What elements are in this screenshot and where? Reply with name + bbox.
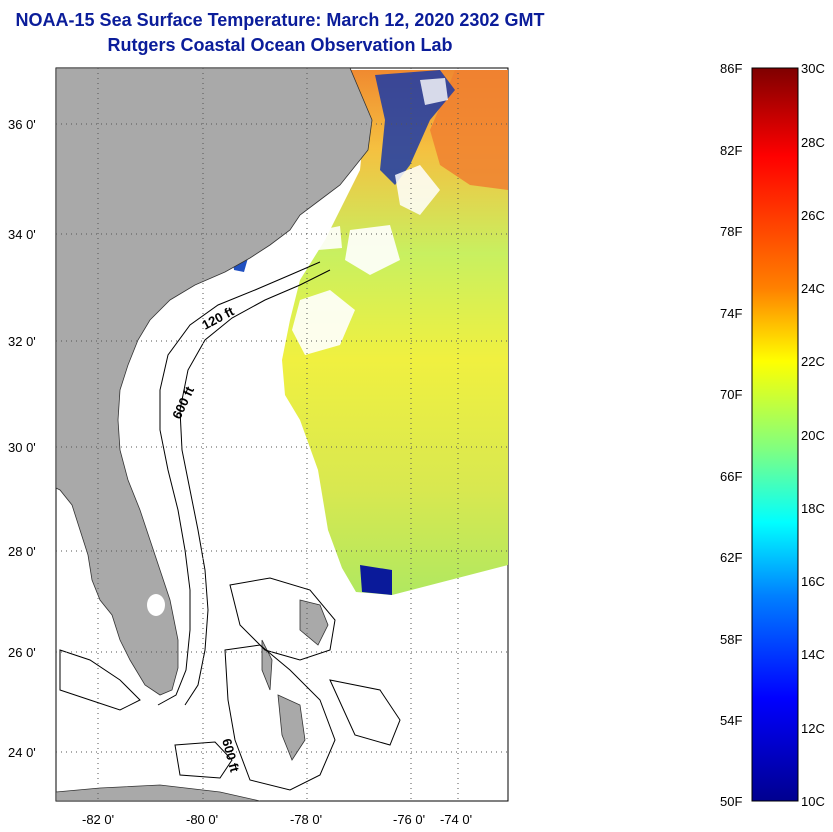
bahamas-island <box>261 639 273 691</box>
cloud-mask <box>292 290 355 355</box>
contour-bahamas <box>229 577 336 661</box>
colorbar-f-label: 86F <box>720 61 742 76</box>
colorbar-c-label: 20C <box>801 428 825 443</box>
map-title: NOAA-15 Sea Surface Temperature: March 1… <box>15 10 545 30</box>
colorbar-c-label: 14C <box>801 647 825 662</box>
cloud-mask <box>345 225 400 275</box>
map-subtitle: Rutgers Coastal Ocean Observation Lab <box>107 35 453 55</box>
colorbar-f-label: 66F <box>720 469 742 484</box>
florida-coastline <box>56 68 373 696</box>
warm-region <box>430 70 508 190</box>
colorbar-c-label: 28C <box>801 135 825 150</box>
colorbar-c-label: 16C <box>801 574 825 589</box>
cold-patch <box>360 565 392 595</box>
colorbar-f-scale: 86F 82F 78F 74F 70F 66F 62F 58F 54F 50F <box>720 61 742 809</box>
lat-tick-label: 32 0' <box>8 334 36 349</box>
colorbar-f-label: 50F <box>720 794 742 809</box>
colorbar-c-label: 18C <box>801 501 825 516</box>
colorbar-c-scale: 30C 28C 26C 24C 22C 20C 18C 16C 14C 12C … <box>801 61 825 809</box>
lon-axis: -82 0' -80 0' -78 0' -76 0' -74 0' <box>82 812 472 827</box>
colorbar-c-label: 10C <box>801 794 825 809</box>
lon-tick-label: -82 0' <box>82 812 114 827</box>
contour-keys <box>59 649 141 711</box>
cloud-mask <box>420 78 448 105</box>
lon-tick-label: -80 0' <box>186 812 218 827</box>
colorbar-f-label: 78F <box>720 224 742 239</box>
contour-600ft <box>179 269 331 706</box>
sst-swath <box>282 70 508 595</box>
lon-tick-label: -78 0' <box>290 812 322 827</box>
lat-tick-label: 36 0' <box>8 117 36 132</box>
lat-tick-label: 24 0' <box>8 745 36 760</box>
contour-bahamas <box>224 644 336 791</box>
lake-okeechobee <box>147 594 165 616</box>
colorbar-c-label: 30C <box>801 61 825 76</box>
contour-bahamas <box>174 741 233 779</box>
colorbar-f-label: 62F <box>720 550 742 565</box>
colorbar-f-label: 58F <box>720 632 742 647</box>
colorbar-c-label: 12C <box>801 721 825 736</box>
colorbar-c-label: 24C <box>801 281 825 296</box>
colorbar-f-label: 74F <box>720 306 742 321</box>
cloud-mask <box>395 165 440 215</box>
lon-tick-label: -76 0' <box>393 812 425 827</box>
colorbar-c-label: 22C <box>801 354 825 369</box>
colorbar-f-label: 70F <box>720 387 742 402</box>
cloud-mask <box>318 226 342 250</box>
bahamas-island <box>277 694 306 761</box>
lat-tick-label: 30 0' <box>8 440 36 455</box>
lat-tick-label: 28 0' <box>8 544 36 559</box>
contour-120ft <box>157 261 321 706</box>
colorbar <box>751 67 799 802</box>
colorbar-f-label: 54F <box>720 713 742 728</box>
graticule <box>56 68 508 801</box>
cuba-coastline <box>56 784 261 801</box>
contour-bahamas <box>329 679 401 746</box>
lon-tick-label: -74 0' <box>440 812 472 827</box>
colorbar-f-label: 82F <box>720 143 742 158</box>
lat-tick-label: 34 0' <box>8 227 36 242</box>
lat-axis: 36 0' 34 0' 32 0' 30 0' 28 0' 26 0' 24 0… <box>8 117 36 760</box>
lat-tick-label: 26 0' <box>8 645 36 660</box>
colorbar-c-label: 26C <box>801 208 825 223</box>
